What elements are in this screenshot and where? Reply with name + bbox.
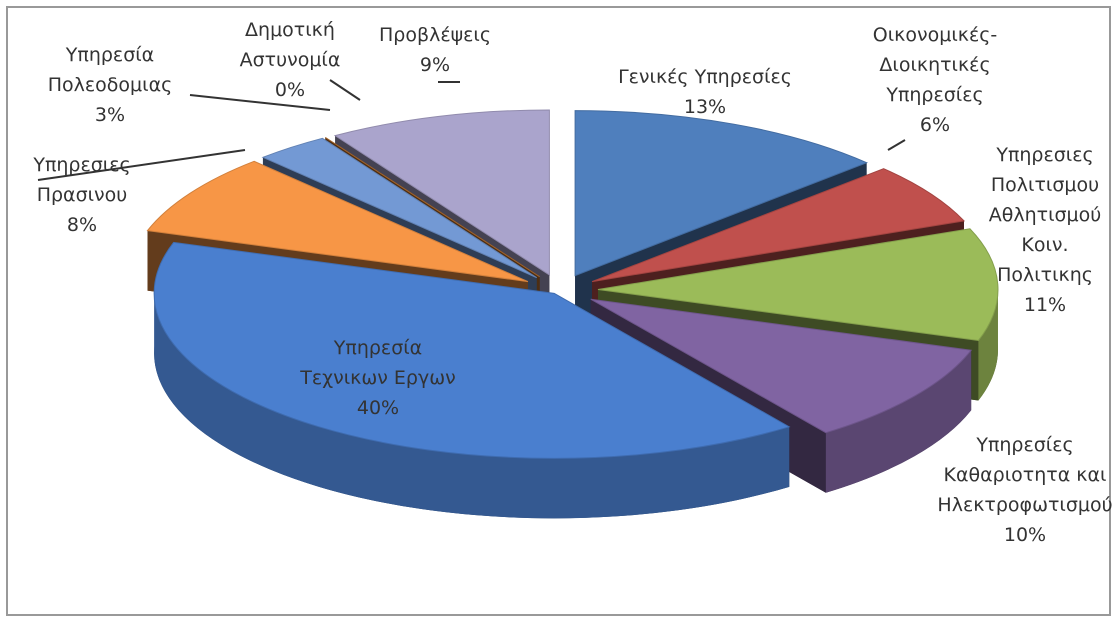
slice xyxy=(325,137,540,278)
slice-wall xyxy=(154,293,790,519)
value-label: 13% xyxy=(683,96,727,118)
category-label: Υπηρεσία Πολεοδομιας xyxy=(47,44,173,96)
data-label: Οικονομικές- Διοικητικές Υπηρεσίες 6% xyxy=(873,20,997,140)
category-label: Προβλέψεις xyxy=(379,24,491,46)
data-label: Υπηρεσιες Πολιτισμου Αθλητισμού Κοιν. Πο… xyxy=(989,140,1102,320)
category-label: Υπηρεσιες Πρασινου xyxy=(33,154,131,206)
category-label: Υπηρεσίες Καθαριοτητα και Ηλεκτροφωτισμο… xyxy=(937,434,1113,516)
value-label: 3% xyxy=(94,104,126,126)
slice xyxy=(590,298,973,434)
leader-line xyxy=(189,94,331,111)
value-label: 9% xyxy=(419,54,451,76)
category-label: Υπηρεσιες Πολιτισμου Αθλητισμού Κοιν. Πο… xyxy=(988,144,1102,286)
slice xyxy=(574,110,868,277)
slice xyxy=(597,228,999,342)
leader-line xyxy=(329,79,361,101)
value-label: 8% xyxy=(66,214,98,236)
chart-frame xyxy=(6,6,1111,616)
slice xyxy=(261,137,537,279)
data-label: Υπηρεσιες Πρασινου 8% xyxy=(33,150,130,240)
category-label: Οικονομικές- Διοικητικές Υπηρεσίες xyxy=(872,24,998,106)
data-label: Υπηρεσίες Καθαριοτητα και Ηλεκτροφωτισμο… xyxy=(937,430,1112,550)
value-label: 6% xyxy=(919,114,951,136)
value-label: 0% xyxy=(274,79,306,101)
value-label: 11% xyxy=(1023,294,1067,316)
leader-line xyxy=(37,149,246,181)
value-label: 10% xyxy=(1003,524,1047,546)
data-label: Υπηρεσία Τεχνικων Εργων 40% xyxy=(300,333,456,423)
data-label: Γενικές Υπηρεσίες 13% xyxy=(618,62,792,122)
slice xyxy=(333,109,550,276)
slice-wall xyxy=(978,289,998,401)
value-label: 40% xyxy=(356,397,400,419)
category-label: Γενικές Υπηρεσίες xyxy=(618,66,792,88)
category-label: Δημοτική Αστυνομία xyxy=(239,19,341,71)
data-label: Δημοτική Αστυνομία 0% xyxy=(240,15,341,105)
data-label: Υπηρεσία Πολεοδομιας 3% xyxy=(48,40,173,130)
leader-line xyxy=(887,139,906,151)
slice xyxy=(591,168,966,283)
category-label: Υπηρεσία Τεχνικων Εργων xyxy=(300,337,456,389)
data-label: Προβλέψεις 9% xyxy=(379,20,491,80)
slice xyxy=(153,241,791,459)
slice xyxy=(146,160,529,283)
slice-wall xyxy=(825,350,972,493)
